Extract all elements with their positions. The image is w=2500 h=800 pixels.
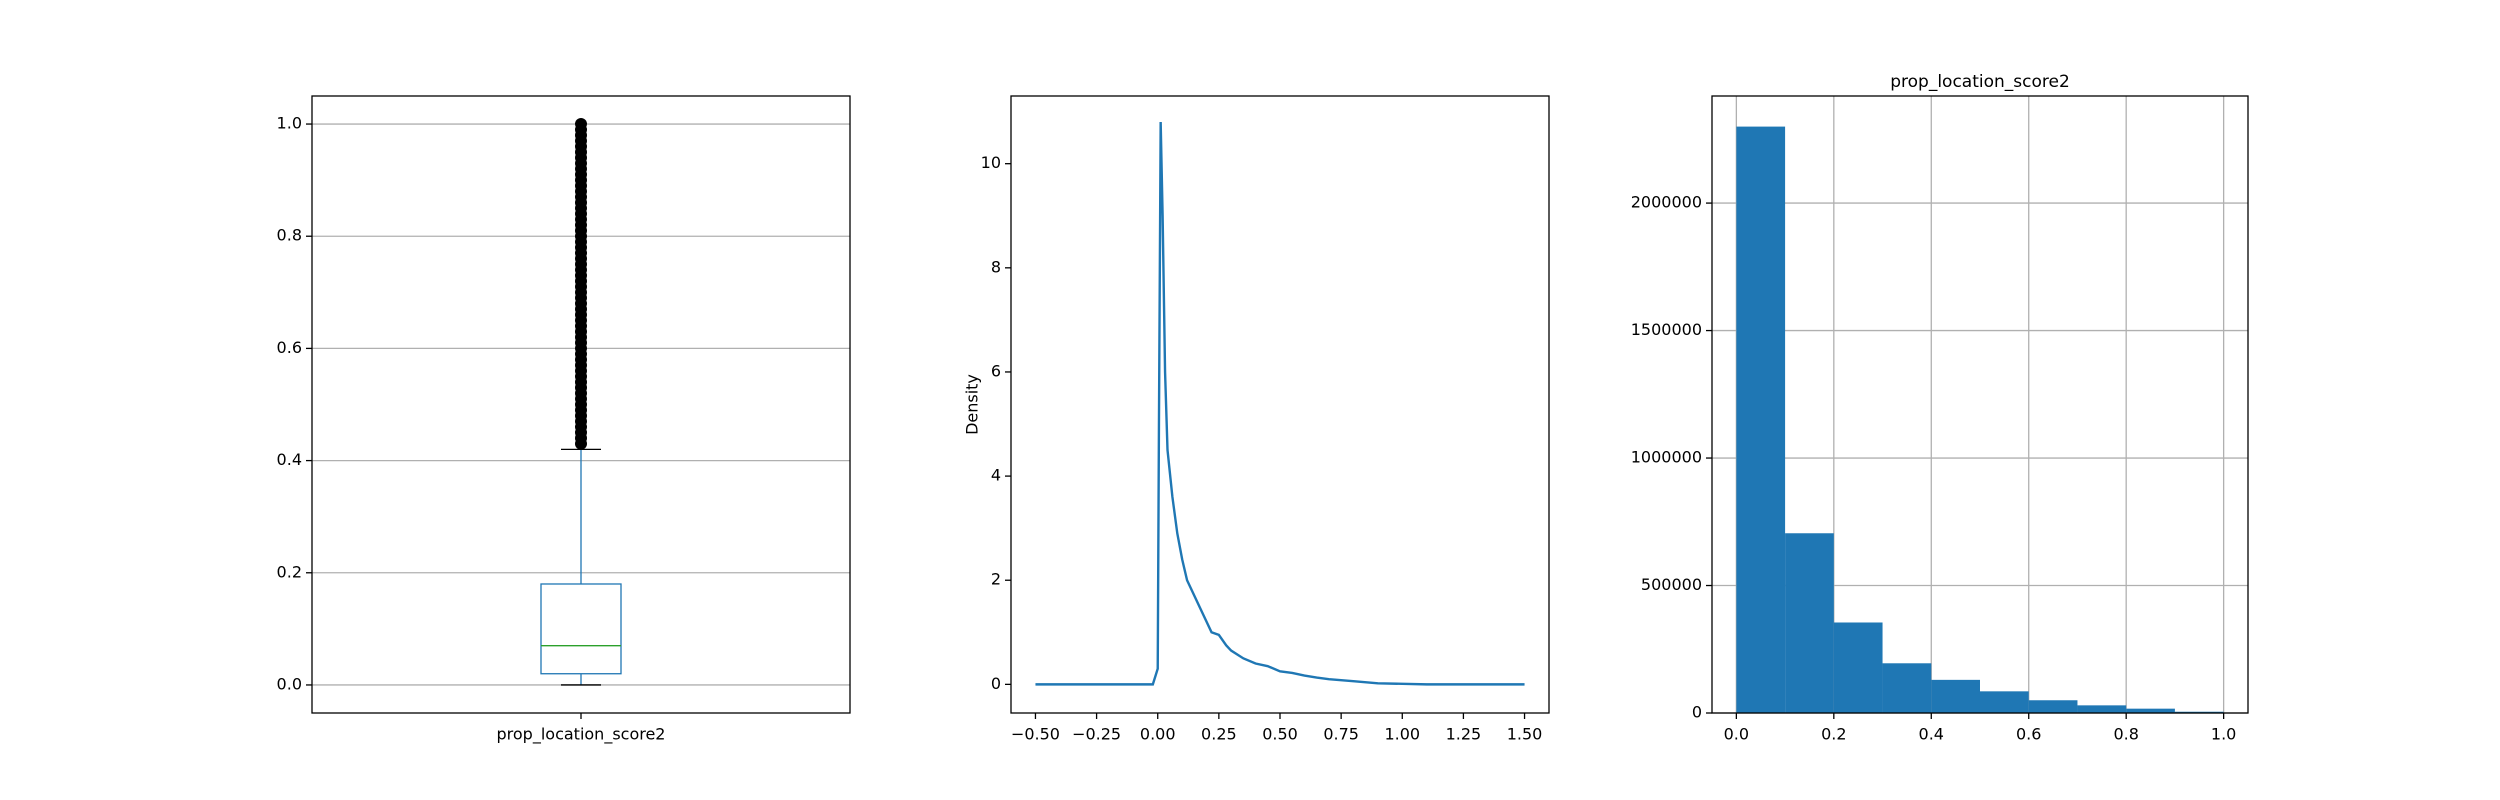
axes-frame [1010,95,1550,714]
bar [1785,533,1834,713]
bar [1736,126,1786,714]
y-tick-label: 8 [991,257,1001,276]
box [540,583,622,675]
y-tick-label: 0 [1692,703,1702,722]
x-tick-label: −0.50 [1011,725,1060,744]
x-tick-label: 0.6 [2016,725,2041,744]
y-tick-label: 0.6 [277,338,302,357]
flier [575,118,587,131]
bar [1882,663,1932,713]
y-axis-label: Density [963,374,982,435]
y-tick-label: 1000000 [1631,448,1702,467]
x-tick-label: 1.00 [1384,725,1420,744]
x-tick-label: 1.25 [1446,725,1482,744]
bar [2028,700,2078,713]
density-line [1035,122,1525,686]
chart-title: prop_location_score2 [1890,72,2070,92]
x-tick-label: 0.50 [1262,725,1298,744]
axes-frame [311,95,851,714]
y-tick-label: 500000 [1641,575,1702,594]
x-tick-label: 0.00 [1140,725,1176,744]
x-tick-label: 0.25 [1201,725,1237,744]
y-tick-label: 2000000 [1631,193,1702,212]
axes-frame [1711,95,2249,714]
x-tick-label: 1.0 [2211,725,2236,744]
y-tick-label: 0.0 [277,674,302,693]
bar [2126,708,2175,713]
bar [1833,622,1883,713]
x-tick-label: 0.2 [1821,725,1846,744]
x-tick-label: 0.0 [1724,725,1749,744]
x-tick-label: prop_location_score2 [497,725,666,745]
y-tick-label: 0.2 [277,562,302,581]
bar [1980,691,2029,713]
y-tick-label: 0.4 [277,450,302,469]
y-tick-label: 6 [991,361,1001,380]
y-tick-label: 4 [991,466,1001,485]
bar [1931,679,1980,713]
y-tick-label: 0 [991,674,1001,693]
y-tick-label: 10 [981,153,1001,172]
x-tick-label: 0.75 [1323,725,1359,744]
x-tick-label: 0.8 [2113,725,2138,744]
x-tick-label: 0.4 [1919,725,1944,744]
y-tick-label: 2 [991,570,1001,589]
y-tick-label: 1500000 [1631,320,1702,339]
x-tick-label: 1.50 [1507,725,1543,744]
y-tick-label: 0.8 [277,226,302,245]
bar [2077,705,2127,713]
x-tick-label: −0.25 [1072,725,1121,744]
y-tick-label: 1.0 [277,114,302,133]
